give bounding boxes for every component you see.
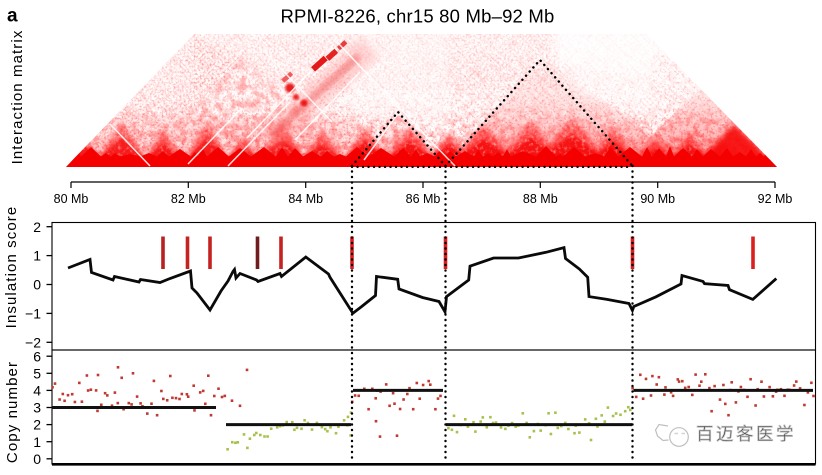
svg-text:3: 3 bbox=[33, 400, 41, 416]
svg-text:86 Mb: 86 Mb bbox=[406, 192, 441, 206]
svg-text:80 Mb: 80 Mb bbox=[54, 192, 89, 206]
svg-text:−2: −2 bbox=[25, 334, 41, 350]
svg-text:a: a bbox=[7, 6, 18, 27]
svg-text:4: 4 bbox=[33, 383, 41, 399]
svg-text:Interaction matrix: Interaction matrix bbox=[9, 30, 26, 165]
svg-text:2: 2 bbox=[33, 417, 41, 433]
svg-text:82 Mb: 82 Mb bbox=[171, 192, 206, 206]
svg-text:5: 5 bbox=[33, 365, 41, 381]
svg-text:百迈客医学: 百迈客医学 bbox=[696, 424, 796, 444]
svg-text:−1: −1 bbox=[25, 306, 41, 322]
svg-text:0: 0 bbox=[33, 451, 41, 467]
svg-text:2: 2 bbox=[33, 219, 41, 235]
svg-text:1: 1 bbox=[33, 434, 41, 450]
svg-text:90 Mb: 90 Mb bbox=[640, 192, 675, 206]
svg-text:84 Mb: 84 Mb bbox=[288, 192, 323, 206]
svg-text:6: 6 bbox=[33, 348, 41, 364]
svg-text:92 Mb: 92 Mb bbox=[758, 192, 793, 206]
svg-text:Copy number: Copy number bbox=[4, 361, 21, 463]
svg-text:RPMI-8226, chr15 80 Mb–92 Mb: RPMI-8226, chr15 80 Mb–92 Mb bbox=[281, 6, 555, 27]
svg-text:Insulation score: Insulation score bbox=[3, 206, 20, 329]
svg-text:0: 0 bbox=[33, 277, 41, 293]
svg-text:88 Mb: 88 Mb bbox=[523, 192, 558, 206]
svg-text:1: 1 bbox=[33, 248, 41, 264]
